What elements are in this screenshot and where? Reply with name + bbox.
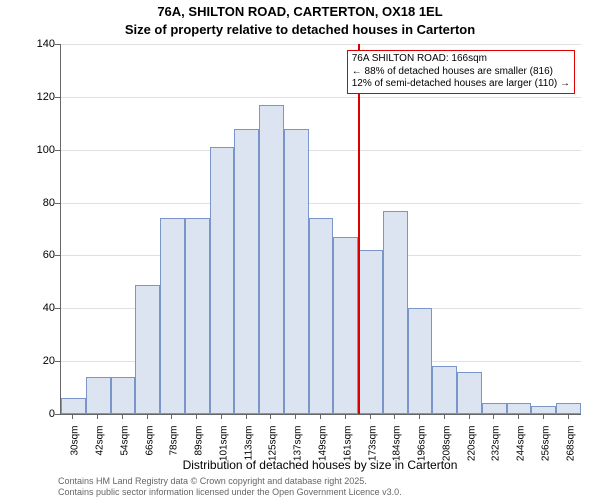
histogram-bar [111,377,136,414]
callout-line-3: 12% of semi-detached houses are larger (… [352,78,570,91]
y-tick-label: 140 [15,38,55,50]
histogram-bar [383,211,408,415]
histogram-bar [160,218,185,414]
histogram-bar [284,129,309,414]
x-tick-mark [295,414,296,419]
x-tick-mark [419,414,420,419]
x-tick-mark [320,414,321,419]
x-tick-mark [444,414,445,419]
x-tick-mark [568,414,569,419]
histogram-bar [259,105,284,414]
y-tick-label: 40 [15,302,55,314]
grid-line [61,203,581,204]
grid-line [61,44,581,45]
y-tick-label: 100 [15,144,55,156]
x-tick-mark [122,414,123,419]
x-tick-mark [196,414,197,419]
grid-line [61,97,581,98]
chart-container: 76A, SHILTON ROAD, CARTERTON, OX18 1EL S… [0,0,600,500]
grid-line [61,150,581,151]
x-tick-mark [246,414,247,419]
histogram-bar [358,250,383,414]
histogram-bar [531,406,556,414]
y-tick-label: 80 [15,197,55,209]
footer-line-1: Contains HM Land Registry data © Crown c… [58,476,402,487]
histogram-bar [333,237,358,414]
x-tick-mark [469,414,470,419]
histogram-bar [234,129,259,414]
x-axis-label: Distribution of detached houses by size … [60,458,580,472]
x-tick-mark [394,414,395,419]
x-tick-mark [171,414,172,419]
histogram-bar [86,377,111,414]
plot-area: 76A SHILTON ROAD: 166sqm ← 88% of detach… [60,44,581,415]
x-tick-mark [345,414,346,419]
marker-line [358,44,360,414]
chart-title-main: 76A, SHILTON ROAD, CARTERTON, OX18 1EL [0,4,600,19]
histogram-bar [482,403,507,414]
x-tick-mark [221,414,222,419]
histogram-bar [507,403,532,414]
y-tick-label: 60 [15,249,55,261]
histogram-bar [210,147,235,414]
histogram-bar [185,218,210,414]
x-tick-mark [72,414,73,419]
x-tick-mark [370,414,371,419]
histogram-bar [61,398,86,414]
histogram-bar [457,372,482,414]
x-tick-mark [270,414,271,419]
x-tick-mark [543,414,544,419]
chart-title-sub: Size of property relative to detached ho… [0,22,600,37]
histogram-bar [309,218,334,414]
y-tick-label: 20 [15,355,55,367]
footer-line-2: Contains public sector information licen… [58,487,402,498]
histogram-bar [408,308,433,414]
histogram-bar [432,366,457,414]
marker-callout: 76A SHILTON ROAD: 166sqm ← 88% of detach… [347,50,575,94]
x-tick-mark [147,414,148,419]
histogram-bar [556,403,581,414]
x-tick-mark [518,414,519,419]
chart-footer: Contains HM Land Registry data © Crown c… [58,476,402,498]
x-tick-mark [97,414,98,419]
x-tick-mark [493,414,494,419]
callout-line-2: ← 88% of detached houses are smaller (81… [352,66,570,79]
callout-line-1: 76A SHILTON ROAD: 166sqm [352,53,570,66]
histogram-bar [135,285,160,415]
y-tick-label: 0 [15,408,55,420]
y-tick-label: 120 [15,91,55,103]
